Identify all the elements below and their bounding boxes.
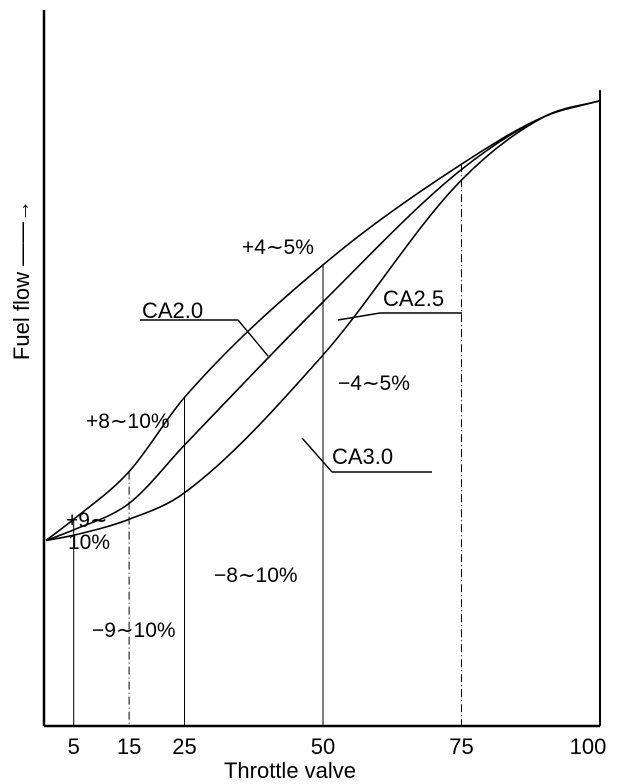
annotation-minus-8-10: −8∼10%	[214, 564, 298, 587]
series-label-ca30: CA3.0	[332, 444, 393, 469]
ca30-leader	[301, 437, 333, 473]
x-tick-label-50: 50	[311, 734, 335, 759]
annotation-plus-4-5: +4∼5%	[242, 236, 314, 259]
annotation-minus-4-5: −4∼5%	[338, 372, 410, 395]
reference-lines	[73, 164, 462, 726]
ca25-leader	[337, 312, 381, 321]
label-leaders	[140, 312, 462, 473]
x-tick-label-75: 75	[449, 734, 473, 759]
annotation-minus-9-10: −9∼10%	[92, 619, 176, 642]
annotation-plus-9-line1: +9∼	[66, 509, 108, 532]
annotation-plus-9-line2: 10%	[68, 531, 110, 554]
x-tick-label-100: 100	[570, 734, 607, 759]
x-tick-labels: 5 15 25 50 75 100	[68, 734, 607, 759]
x-tick-label-15: 15	[117, 734, 141, 759]
series-line-ca30	[45, 99, 601, 542]
ca20-leader	[237, 319, 269, 357]
y-axis-label: Fuel flow ——→	[9, 200, 34, 360]
series-curves	[45, 99, 601, 542]
series-line-ca25	[45, 99, 601, 542]
x-tick-label-25: 25	[172, 734, 196, 759]
series-label-ca25: CA2.5	[383, 286, 444, 311]
x-axis-label: Throttle valve	[224, 758, 356, 783]
annotation-plus-8-10: +8∼10%	[86, 410, 170, 433]
series-label-ca20: CA2.0	[142, 298, 203, 323]
x-tick-label-5: 5	[68, 734, 80, 759]
